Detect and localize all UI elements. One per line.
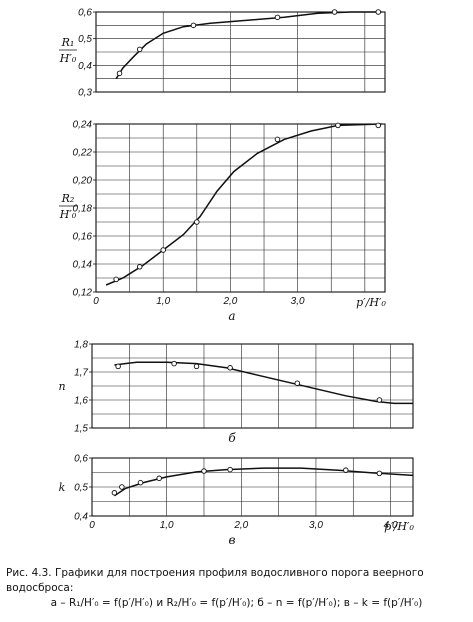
subfigure-label: в [229,533,236,547]
chart-panel-2 [59,122,386,293]
data-point [115,363,121,370]
caption-line-2: а – R₁/H′₀ = f(p′/H′₀) и R₂/H′₀ = f(p′/H… [50,597,423,609]
y-tick-label: 0,22 [73,148,93,159]
data-point [335,122,341,129]
data-point [193,363,200,370]
subfigure-label: а [228,309,235,323]
data-point [375,122,382,129]
y-tick-label: 0,18 [73,204,93,215]
x-axis-label: p′/H′₀ [384,520,414,533]
data-point [190,22,197,29]
y-tick-label: 1,8 [74,340,88,351]
data-point [331,9,338,15]
y-tick-label: 0,6 [78,8,92,19]
data-point [156,475,162,482]
y-axis-label-num: R₂ [61,192,75,205]
chart-panel-4 [89,457,414,517]
series-curve [105,123,382,286]
y-tick-label: 0,20 [73,176,93,187]
series-curve [115,11,382,80]
data-point [376,397,383,403]
data-point [227,365,233,371]
x-tick-label: 1,0 [160,520,174,531]
data-point [113,276,119,283]
data-point [227,466,233,473]
data-point [171,360,177,367]
figure: 0,3 0,4 0,5 0,6 R₁ H′₀ 0,12 0,14 0,16 0,18 0,20 0,2… [58,8,414,548]
y-tick-label: 0,4 [78,61,92,72]
y-tick-label: 0,6 [74,454,88,465]
x-tick-label: 3,0 [309,520,323,531]
x-tick-label: 0 [93,296,99,307]
series-curve [114,361,413,405]
y-tick-label: 1,7 [74,368,88,379]
y-tick-label: 0,12 [73,288,93,299]
y-axis-label-num: R₁ [61,36,75,49]
data-point [136,46,143,53]
x-tick-label: 2,0 [222,296,237,307]
x-tick-label: 3,0 [291,296,305,307]
data-point [119,484,125,490]
y-tick-label: 1,5 [74,424,88,435]
x-tick-label: 1,0 [156,296,170,307]
subfigure-label: б [228,431,236,445]
data-point [160,247,166,253]
data-point [201,468,207,474]
y-tick-label: 1,6 [74,396,88,407]
y-axis-label: k [59,481,66,494]
x-tick-label: 2,0 [233,520,248,531]
caption-line-1: Рис. 4.3. Графики для построения профиля… [6,567,424,594]
data-point [111,490,118,496]
x-axis-label: p′/H′₀ [356,296,386,309]
y-tick-label: 0,5 [78,34,92,45]
data-point [294,380,301,386]
y-tick-label: 0,14 [73,260,93,271]
chart-panel-3 [89,343,414,429]
y-axis-label-den: H′₀ [59,208,77,221]
data-point [137,479,144,486]
y-tick-label: 0,4 [74,512,88,523]
y-tick-label: 0,5 [74,483,88,494]
data-point [343,467,349,473]
data-point [116,70,123,77]
y-tick-label: 0,16 [73,232,93,243]
y-axis-label: n [58,380,65,393]
data-point [375,9,382,15]
data-point [376,470,383,477]
x-tick-label: 4,0 [384,520,398,531]
data-point [136,264,143,270]
data-point [274,136,281,143]
y-tick-label: 0,3 [78,88,92,99]
series-curve [113,467,414,497]
y-axis-label-den: H′₀ [59,52,77,65]
data-point [274,14,281,21]
chart-panel-1 [59,9,386,93]
data-point [194,219,200,225]
figure-caption: Рис. 4.3. Графики для построения профиля… [6,566,467,611]
x-tick-label: 0 [89,520,95,531]
y-tick-label: 0,24 [73,120,93,131]
